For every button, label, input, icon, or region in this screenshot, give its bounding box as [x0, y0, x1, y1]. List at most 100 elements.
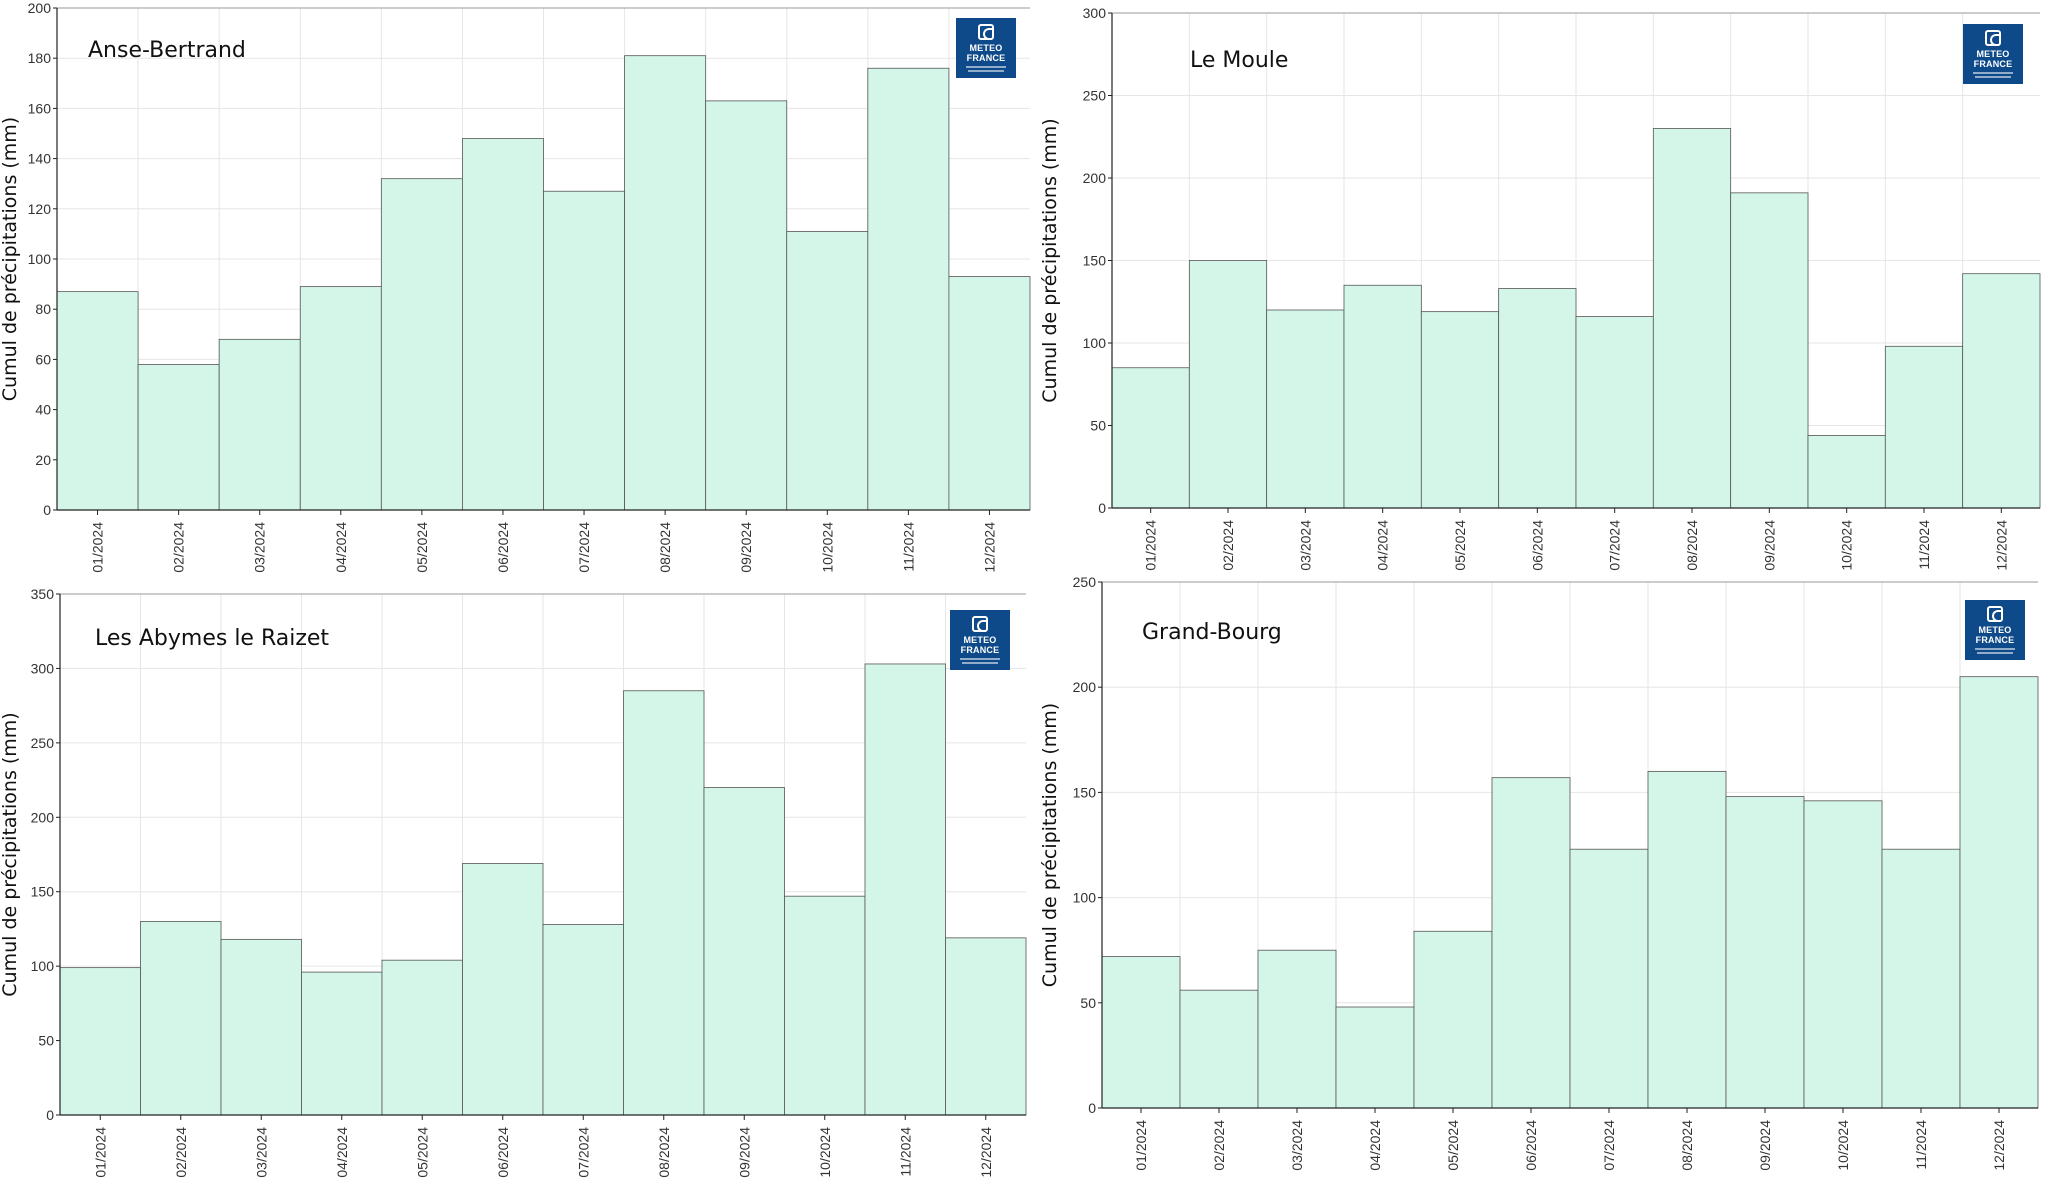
y-tick-label: 50 [38, 1033, 54, 1049]
bar-06-2024 [1491, 777, 1571, 1109]
bar-02-2024 [137, 364, 220, 511]
y-tick-label: 150 [31, 884, 55, 900]
x-tick-label: 12/2024 [981, 522, 997, 573]
x-tick-label: 05/2024 [1445, 1120, 1461, 1171]
bar-04-2024 [301, 971, 383, 1116]
bar-10-2024 [1807, 434, 1886, 509]
bar-06-2024 [462, 863, 544, 1116]
bar-11-2024 [1881, 848, 1961, 1109]
chart-panel-les-abymes-le-raizet: 0 50 100 150 200 250 300 350 01/2024 02/2024 03/20… [0, 580, 1030, 1185]
bar-12-2024 [945, 937, 1027, 1116]
y-tick-label: 150 [1073, 784, 1097, 800]
bar-01-2024 [1101, 956, 1181, 1109]
bar-01-2024 [1111, 367, 1190, 509]
bar-10-2024 [786, 230, 869, 511]
bar-03-2024 [1266, 309, 1345, 509]
bar-08-2024 [1652, 128, 1732, 509]
y-tick-label: 200 [1083, 170, 1107, 186]
y-tick-label: 150 [1083, 253, 1107, 269]
bar-01-2024 [59, 967, 141, 1116]
bar-05-2024 [1413, 930, 1493, 1109]
y-tick-label: 0 [1098, 500, 1106, 516]
y-tick-label: 60 [35, 351, 51, 367]
x-tick-label: 07/2024 [575, 1127, 591, 1178]
x-tick-label: 01/2024 [90, 522, 106, 573]
meteo-france-emblem-icon [1985, 30, 2001, 46]
x-tick-label: 06/2024 [1529, 520, 1545, 571]
meteo-france-emblem-icon [1987, 606, 2003, 622]
x-tick-label: 04/2024 [1375, 520, 1391, 571]
x-tick-label: 06/2024 [495, 522, 511, 573]
bar-07-2024 [542, 924, 624, 1116]
y-tick-label: 250 [31, 735, 55, 751]
y-tick-label: 100 [31, 958, 55, 974]
y-tick-label: 250 [1083, 88, 1107, 104]
bar-05-2024 [380, 178, 463, 511]
meteo-france-logo: METEO FRANCE [950, 610, 1010, 670]
logo-text-line2: FRANCE [966, 53, 1006, 63]
x-tick-label: 09/2024 [1761, 520, 1777, 571]
logo-text-line1: METEO [1976, 49, 2010, 59]
y-tick-label: 120 [28, 201, 52, 217]
bar-03-2024 [220, 938, 302, 1116]
bar-10-2024 [1803, 800, 1883, 1109]
logo-tagline [1973, 72, 2013, 74]
bar-07-2024 [1575, 316, 1654, 509]
logo-tagline [1977, 652, 2013, 654]
bar-03-2024 [218, 338, 301, 511]
logo-text-line1: METEO [963, 635, 997, 645]
bar-09-2024 [705, 100, 788, 511]
x-tick-label: 02/2024 [173, 1127, 189, 1178]
bar-05-2024 [1420, 311, 1500, 509]
bar-09-2024 [703, 787, 785, 1116]
meteo-france-logo: METEO FRANCE [1963, 24, 2023, 84]
station-name: Grand-Bourg [1142, 620, 1282, 645]
bar-chart-le-moule: 0 50 100 150 200 250 300 01/2024 02/2024 03/2024 0… [1039, 5, 2041, 571]
bar-08-2024 [1647, 770, 1727, 1109]
bar-11-2024 [867, 67, 950, 511]
y-tick-label: 180 [28, 50, 52, 66]
x-tick-label: 10/2024 [1839, 520, 1855, 571]
bar-02-2024 [1179, 989, 1259, 1109]
x-tick-label: 08/2024 [1684, 520, 1700, 571]
bar-04-2024 [1343, 284, 1422, 509]
bar-02-2024 [140, 921, 222, 1116]
bar-03-2024 [1257, 949, 1337, 1109]
x-tick-label: 11/2024 [1916, 520, 1932, 570]
x-tick-label: 10/2024 [1835, 1120, 1851, 1171]
bar-09-2024 [1730, 192, 1809, 509]
y-tick-label: 50 [1080, 995, 1096, 1011]
x-tick-label: 02/2024 [1211, 1120, 1227, 1171]
x-tick-label: 03/2024 [253, 1127, 269, 1178]
x-tick-label: 11/2024 [897, 1127, 913, 1177]
x-tick-label: 01/2024 [1133, 1120, 1149, 1171]
bar-08-2024 [623, 690, 705, 1116]
bar-chart-les-abymes-le-raizet: 0 50 100 150 200 250 300 350 01/2024 02/2024 03/20… [0, 586, 1027, 1178]
y-axis-label: Cumul de précipitations (mm) [0, 117, 21, 401]
x-tick-label: 09/2024 [736, 1127, 752, 1178]
x-tick-label: 09/2024 [738, 522, 754, 573]
station-name: Le Moule [1190, 48, 1289, 73]
bar-07-2024 [543, 190, 625, 511]
bar-01-2024 [56, 291, 139, 511]
x-tick-label: 03/2024 [1297, 520, 1313, 571]
y-tick-label: 80 [35, 301, 51, 317]
logo-text-line2: FRANCE [1973, 59, 2013, 69]
logo-tagline [968, 70, 1004, 72]
x-tick-label: 07/2024 [1607, 520, 1623, 571]
x-tick-label: 05/2024 [414, 1127, 430, 1178]
logo-text-line1: METEO [1978, 625, 2012, 635]
x-tick-label: 11/2024 [1913, 1120, 1929, 1170]
x-tick-label: 10/2024 [817, 1127, 833, 1178]
y-axis-label: Cumul de précipitations (mm) [0, 712, 21, 996]
x-tick-label: 04/2024 [333, 522, 349, 573]
x-tick-label: 03/2024 [252, 522, 268, 573]
bar-chart-grand-bourg: 0 50 100 150 200 250 01/2024 02/2024 03/2024 04/2… [1039, 574, 2039, 1171]
y-tick-label: 160 [28, 100, 52, 116]
y-tick-label: 250 [1073, 574, 1097, 590]
logo-text-line2: FRANCE [960, 645, 1000, 655]
y-tick-label: 200 [1073, 679, 1097, 695]
y-tick-label: 40 [35, 402, 51, 418]
x-tick-label: 01/2024 [92, 1127, 108, 1178]
bar-chart-anse-bertrand: 0 20 40 60 80 100 120 140 160 180 200 01/2024 02/202… [0, 0, 1031, 573]
